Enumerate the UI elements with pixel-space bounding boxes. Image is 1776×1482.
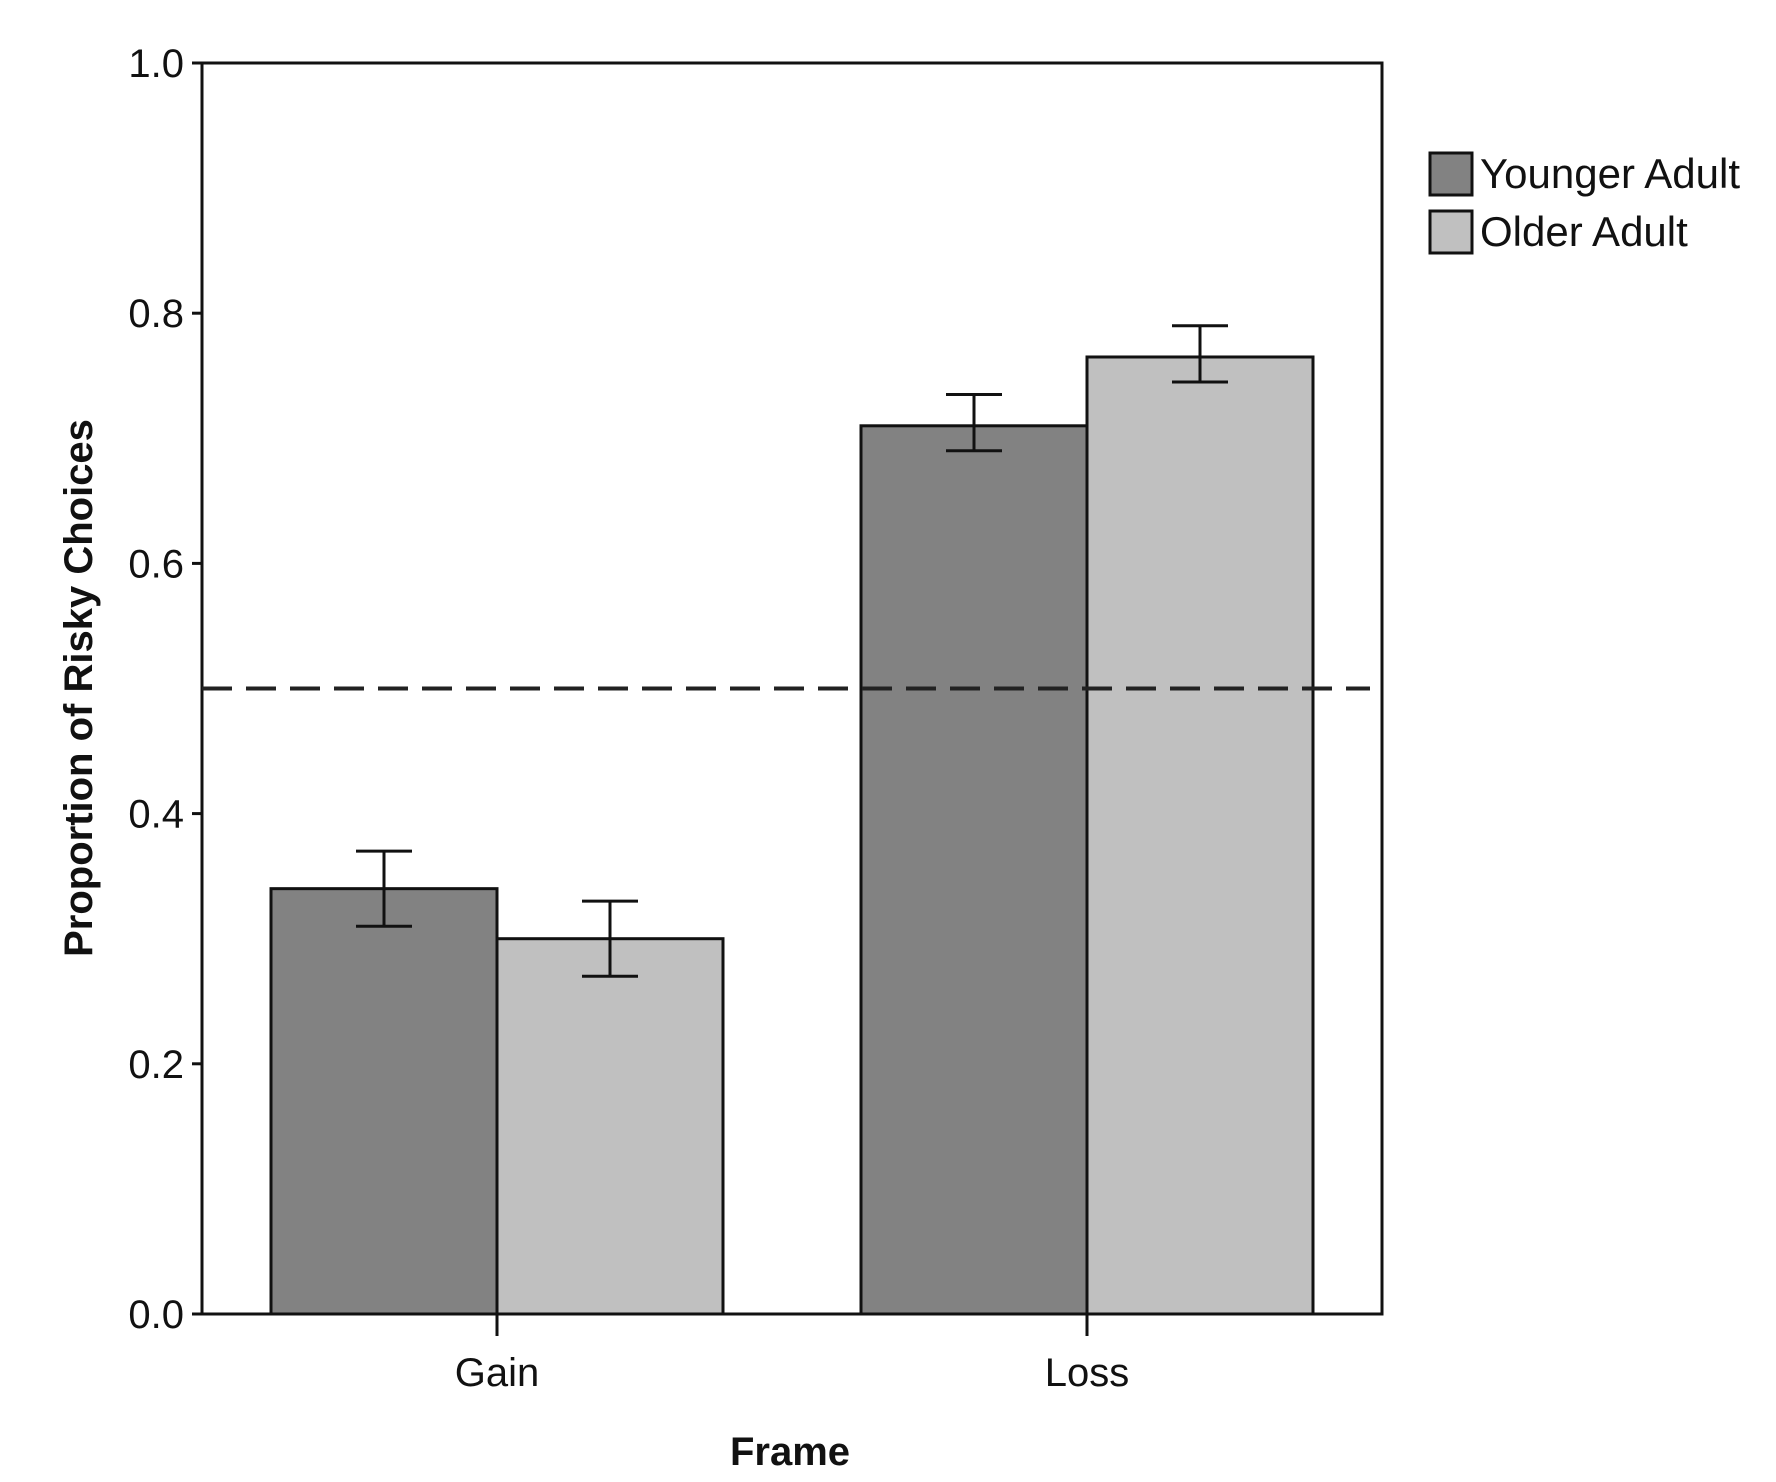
legend-label-1: Older Adult (1480, 208, 1688, 255)
legend-label-0: Younger Adult (1480, 150, 1740, 197)
bar-gain-1 (495, 937, 725, 1316)
y-tick-label-3: 0.6 (128, 542, 184, 586)
y-tick-label-0: 0.0 (128, 1293, 184, 1337)
x-tick-label-gain: Gain (455, 1351, 540, 1395)
error-bar-loss-1 (1172, 324, 1228, 384)
y-tick-label-4: 0.8 (128, 292, 184, 336)
bar-gain-0 (269, 887, 499, 1316)
legend-swatch-0 (1428, 151, 1474, 197)
y-axis-title: Proportion of Risky Choices (57, 419, 101, 957)
bar-loss-0 (859, 424, 1089, 1316)
legend: Younger Adult Older Adult (1428, 150, 1740, 255)
y-tick-label-2: 0.4 (128, 793, 184, 837)
y-tick-label-5: 1.0 (128, 42, 184, 86)
error-bar-gain-1 (582, 899, 638, 978)
bar-loss-1 (1085, 355, 1315, 1316)
error-bar-loss-0 (946, 393, 1002, 453)
error-bar-gain-0 (356, 849, 412, 928)
x-axis-title: Frame (730, 1430, 850, 1474)
x-tick-label-loss: Loss (1045, 1351, 1130, 1395)
legend-swatch-1 (1428, 209, 1474, 255)
plot-area: 0.0 0.2 0.4 0.6 0.8 1.0 Gain Loss (128, 42, 1384, 1395)
y-tick-label-1: 0.2 (128, 1043, 184, 1087)
